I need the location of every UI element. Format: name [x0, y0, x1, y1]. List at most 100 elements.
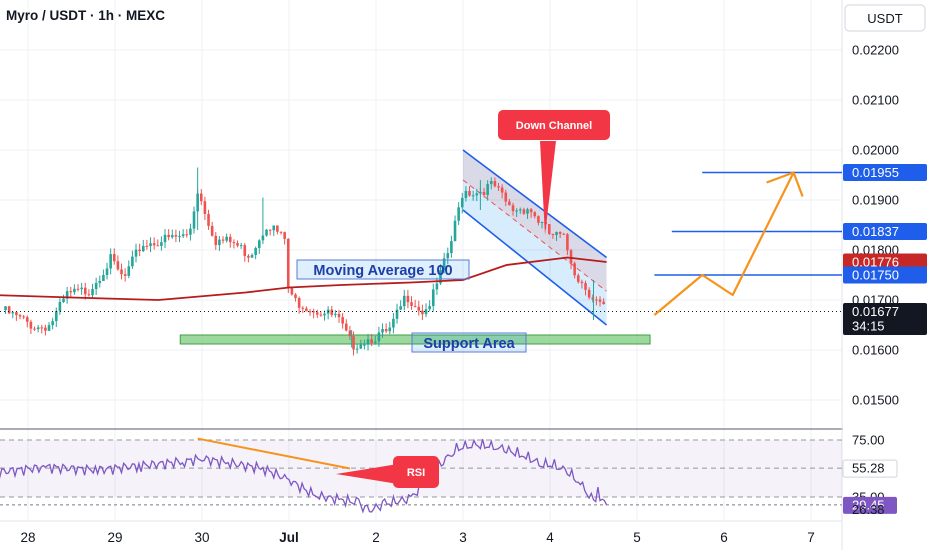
- candle: [257, 240, 261, 248]
- candle: [105, 268, 109, 276]
- candle: [573, 263, 576, 276]
- price-label-tag[interactable]: [843, 164, 927, 181]
- candle: [529, 209, 533, 213]
- candle: [40, 327, 44, 329]
- currency-button[interactable]: USDT: [844, 4, 926, 32]
- candle: [540, 222, 544, 224]
- candle: [406, 295, 410, 303]
- candle: [286, 238, 290, 288]
- candle: [54, 311, 58, 322]
- candle: [355, 348, 359, 350]
- candle: [268, 229, 272, 231]
- candle: [551, 233, 555, 236]
- candle: [192, 211, 196, 229]
- down-channel-callout[interactable]: [498, 110, 610, 140]
- candle: [33, 328, 36, 330]
- price-label-tag[interactable]: [843, 303, 927, 335]
- rsi-tick-label: 29.45: [852, 497, 885, 512]
- candle: [413, 305, 417, 307]
- candle: [138, 249, 141, 252]
- price-tick-label: 0.02200: [852, 43, 899, 58]
- time-axis[interactable]: 28 29 30 Jul 2 3 4 5 6 7: [0, 520, 842, 545]
- candle: [228, 236, 232, 243]
- candle: [221, 239, 225, 241]
- price-tick-label: 0.02000: [852, 143, 899, 158]
- price-tick-label: 0.02100: [852, 93, 899, 108]
- candle: [279, 231, 283, 233]
- candle: [337, 313, 341, 318]
- candle: [566, 234, 569, 251]
- candle: [330, 309, 334, 315]
- candle: [493, 181, 497, 187]
- candle: [156, 245, 160, 247]
- price-tick-label: 0.01500: [852, 393, 899, 408]
- candle: [308, 311, 312, 313]
- candle: [131, 256, 134, 267]
- candle: [591, 297, 595, 300]
- candle: [537, 216, 540, 223]
- candle: [359, 344, 363, 349]
- candle: [185, 234, 189, 236]
- candle: [315, 312, 319, 315]
- candle: [602, 301, 605, 305]
- candle: [239, 245, 243, 247]
- candle: [410, 302, 413, 306]
- candle: [395, 309, 399, 319]
- rsi-callout[interactable]: [393, 456, 439, 488]
- support-label-box[interactable]: [411, 332, 527, 353]
- candle: [471, 195, 475, 197]
- candle: [344, 323, 348, 331]
- time-tick-label: 7: [807, 530, 815, 545]
- rsi-tick-label: 26.38: [852, 502, 885, 517]
- candle: [178, 236, 181, 238]
- candle: [236, 243, 239, 246]
- candle: [123, 274, 127, 276]
- candle: [598, 299, 602, 302]
- candle: [207, 213, 210, 226]
- candle: [341, 317, 344, 324]
- price-label-text: 0.01776: [852, 255, 899, 270]
- moving-average-line[interactable]: [0, 256, 607, 301]
- candle: [489, 181, 493, 185]
- down-channel-label: Down Channel: [516, 120, 592, 132]
- rsi-value-box: [842, 459, 898, 478]
- price-label-tag[interactable]: [843, 223, 927, 240]
- candle: [167, 234, 170, 238]
- time-tick-label: 5: [633, 530, 641, 545]
- candle: [460, 197, 464, 208]
- candle: [392, 318, 395, 328]
- candle: [247, 255, 250, 258]
- projection-path[interactable]: [653, 172, 795, 316]
- price-axis[interactable]: 0.022000.021000.020000.019000.018000.017…: [842, 0, 932, 550]
- candle: [504, 192, 508, 202]
- candle: [243, 245, 247, 256]
- price-label-tag[interactable]: [843, 266, 927, 284]
- moving-average-label: Moving Average 100: [313, 263, 452, 279]
- candle: [189, 228, 192, 235]
- rsi-line: [0, 438, 608, 514]
- price-tick-label: 0.01600: [852, 343, 899, 358]
- candle: [174, 235, 178, 237]
- candle: [323, 313, 326, 316]
- candle: [214, 235, 218, 246]
- candle: [199, 193, 203, 202]
- candle: [134, 249, 138, 257]
- candle: [51, 321, 54, 326]
- channel-upper-line[interactable]: [462, 149, 608, 259]
- ma-label-box[interactable]: [296, 259, 470, 280]
- rsi-tick-label: 75.00: [852, 433, 885, 448]
- countdown-label: 34:15: [852, 319, 885, 334]
- candle: [352, 336, 355, 350]
- candle: [58, 301, 62, 312]
- candle: [373, 341, 377, 344]
- price-label-tag[interactable]: [843, 253, 927, 271]
- candle: [210, 225, 214, 236]
- support-zone[interactable]: [179, 334, 651, 345]
- candle: [421, 310, 424, 315]
- channel-lower-line[interactable]: [462, 209, 608, 326]
- candle: [181, 234, 185, 237]
- candle: [91, 289, 94, 296]
- candle: [569, 250, 573, 264]
- channel-fill: [463, 150, 607, 325]
